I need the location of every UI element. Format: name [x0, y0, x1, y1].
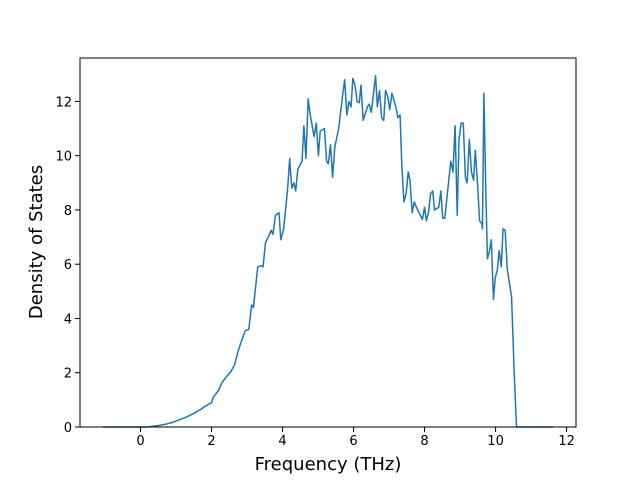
y-tick-label: 6	[64, 258, 72, 273]
y-tick-label: 8	[64, 204, 72, 219]
x-tick-label: 6	[349, 434, 357, 449]
y-tick-label: 2	[64, 367, 72, 382]
x-tick-label: 8	[420, 434, 428, 449]
x-tick-label: 10	[487, 434, 504, 449]
x-tick-label: 2	[207, 434, 215, 449]
y-tick-label: 10	[55, 150, 72, 165]
x-axis-label: Frequency (THz)	[255, 454, 402, 475]
dos-line	[102, 74, 554, 428]
x-tick-label: 12	[558, 434, 575, 449]
plot-frame	[79, 57, 577, 428]
y-tick-label: 0	[64, 421, 72, 436]
y-axis-label: Density of States	[26, 165, 47, 319]
x-tick-label: 4	[278, 434, 286, 449]
y-tick-label: 4	[64, 312, 72, 327]
y-tick-label: 12	[55, 95, 72, 110]
x-tick-label: 0	[136, 434, 144, 449]
